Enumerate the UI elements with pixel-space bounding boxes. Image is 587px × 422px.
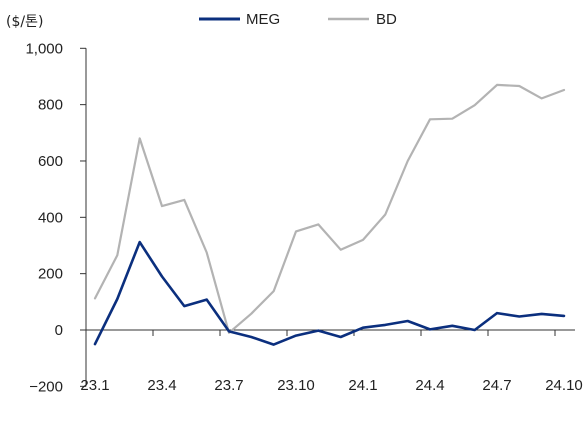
x-tick-label: 24.7 [482,377,511,394]
x-tick-label: 23.7 [214,377,243,394]
y-tick-label: 200 [38,266,63,283]
y-tick-label: 1,000 [25,40,63,57]
y-axis: −200 0 200 400 600 800 1,000 [25,40,87,395]
x-axis: 23.1 23.4 23.7 23.10 24.1 24.4 24.7 24.10 [80,329,583,394]
x-tick-label: 24.10 [545,377,583,394]
series-lines [93,83,566,346]
x-tick-label: 24.4 [415,377,444,394]
y-tick-label: 600 [38,153,63,170]
y-tick-label: 0 [55,322,63,339]
x-tick-label: 24.1 [348,377,377,394]
y-tick-label: −200 [29,378,63,395]
legend-label-meg: MEG [246,11,280,28]
series-line-meg [93,240,566,346]
legend: MEG BD [199,11,397,28]
series-line-bd [93,83,566,334]
unit-label: ($/톤) [6,14,43,30]
y-tick-label: 400 [38,209,63,226]
x-tick-label: 23.1 [80,377,109,394]
x-tick-label: 23.4 [147,377,176,394]
y-tick-label: 800 [38,97,63,114]
legend-label-bd: BD [376,11,397,28]
x-tick-label: 23.10 [277,377,315,394]
